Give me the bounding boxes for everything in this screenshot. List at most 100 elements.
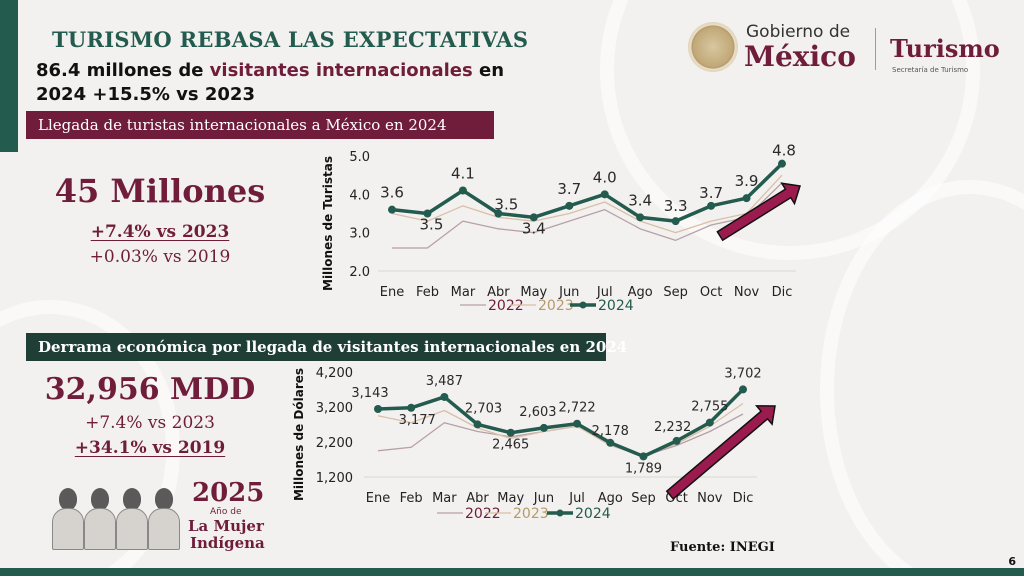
data-point-2024 bbox=[529, 213, 538, 222]
data-label: 2,703 bbox=[465, 401, 502, 416]
series-line-2024 bbox=[391, 162, 784, 223]
y-tick-label: 2.0 bbox=[349, 265, 370, 280]
logo-agency: Turismo bbox=[890, 34, 1000, 63]
x-tick-label: Feb bbox=[400, 491, 423, 506]
data-label: 3.6 bbox=[380, 184, 404, 202]
data-label: 3,702 bbox=[724, 366, 761, 381]
data-label: 3.9 bbox=[735, 172, 759, 190]
data-label: 3,177 bbox=[399, 413, 436, 428]
indigenous-women-illustration bbox=[52, 482, 184, 550]
y-tick-label: 3,200 bbox=[316, 401, 353, 416]
x-tick-label: Sep bbox=[663, 285, 688, 300]
y-tick-label: 1,200 bbox=[316, 471, 353, 486]
legend-label-2024: 2024 bbox=[575, 506, 611, 522]
subtitle-text-2: en 2024 +15.5% vs 2023 bbox=[36, 60, 505, 105]
series-line-2023 bbox=[391, 174, 783, 234]
tourists-line-chart: Millones de Turistas 2.0 3.0 4.0 5.0 Ene Feb Ma… bbox=[321, 142, 801, 314]
data-label: 3.7 bbox=[699, 184, 723, 202]
data-point-2024 bbox=[473, 420, 482, 429]
x-tick-label: May bbox=[520, 285, 547, 300]
data-point-2024 bbox=[672, 436, 681, 445]
year-of-indigenous-woman-badge: 2025 Año de La Mujer Indígena bbox=[52, 478, 272, 554]
legend-label-2023: 2023 bbox=[538, 298, 574, 314]
legend-marker bbox=[579, 301, 587, 309]
data-label: 2,603 bbox=[519, 405, 556, 420]
page-number: 6 bbox=[1008, 555, 1016, 568]
badge-year: 2025 bbox=[192, 478, 265, 508]
tourists-vs-2023: +7.4% vs 2023 bbox=[90, 222, 230, 242]
data-point-2024 bbox=[739, 385, 747, 394]
page-subtitle: 86.4 millones de visitantes internaciona… bbox=[36, 59, 556, 107]
data-label: 3.4 bbox=[628, 191, 652, 209]
person-figure bbox=[52, 488, 84, 550]
spending-line-chart: Millones de Dólares 1,200 2,200 3,200 4,200 E… bbox=[292, 366, 776, 522]
data-point-2024 bbox=[778, 159, 786, 168]
data-label: 3.5 bbox=[420, 216, 444, 234]
data-label: 3,487 bbox=[426, 374, 463, 389]
person-figure bbox=[84, 488, 116, 550]
data-label: 3.3 bbox=[664, 197, 688, 215]
bottom-accent-bar bbox=[0, 568, 1024, 576]
spending-total: 32,956 MDD bbox=[44, 372, 256, 407]
data-point-2024 bbox=[636, 213, 645, 222]
data-point-2024 bbox=[494, 209, 503, 218]
y-axis-label: Millones de Turistas bbox=[321, 156, 335, 291]
data-label: 2,465 bbox=[492, 438, 529, 453]
data-label: 4.1 bbox=[451, 165, 475, 183]
badge-line2: La Mujer bbox=[188, 517, 264, 535]
x-tick-label: Mar bbox=[451, 285, 476, 300]
logo-gov-line2: México bbox=[744, 40, 856, 73]
y-tick-label: 4.0 bbox=[349, 188, 370, 203]
x-tick-label: Jul bbox=[596, 285, 613, 300]
x-tick-label: Jun bbox=[533, 491, 554, 506]
trend-arrow-icon bbox=[665, 405, 776, 500]
series-line-2024 bbox=[377, 388, 745, 459]
person-figure bbox=[148, 488, 180, 550]
x-tick-label: Jun bbox=[558, 285, 579, 300]
legend-label-2023: 2023 bbox=[513, 506, 549, 522]
data-point-2024 bbox=[506, 428, 515, 437]
badge-line1: Año de bbox=[210, 507, 242, 517]
data-label: 3.5 bbox=[494, 196, 518, 214]
data-point-2024 bbox=[458, 186, 467, 195]
national-seal-icon bbox=[688, 22, 738, 72]
page-title: TURISMO REBASA LAS EXPECTATIVAS bbox=[52, 27, 529, 52]
data-point-2024 bbox=[565, 201, 574, 210]
x-tick-label: Feb bbox=[416, 285, 439, 300]
x-tick-label: Ene bbox=[366, 491, 390, 506]
x-tick-label: Ago bbox=[598, 491, 623, 506]
data-label: 1,789 bbox=[625, 461, 662, 476]
arrow-shape bbox=[665, 405, 776, 500]
series-line-2022 bbox=[392, 182, 783, 249]
trend-arrow-icon bbox=[716, 182, 801, 242]
legend-label-2024: 2024 bbox=[598, 298, 634, 314]
logo-divider bbox=[875, 28, 876, 70]
data-point-2024 bbox=[423, 209, 432, 218]
tourists-total: 45 Millones bbox=[54, 172, 266, 210]
y-tick-label: 2,200 bbox=[316, 436, 353, 451]
spending-vs-2023: +7.4% vs 2023 bbox=[85, 413, 215, 433]
subtitle-text-1: 86.4 millones de bbox=[36, 60, 210, 81]
legend-label-2022: 2022 bbox=[465, 506, 501, 522]
data-label: 2,755 bbox=[691, 400, 728, 415]
data-point-2024 bbox=[705, 418, 714, 427]
data-point-2024 bbox=[374, 404, 382, 413]
arrow-shape bbox=[716, 182, 801, 242]
data-point-2024 bbox=[407, 403, 416, 412]
x-tick-label: Mar bbox=[432, 491, 457, 506]
legend-label-2022: 2022 bbox=[488, 298, 524, 314]
legend-marker bbox=[556, 509, 564, 517]
data-point-2024 bbox=[707, 201, 716, 210]
data-label: 3.7 bbox=[557, 180, 581, 198]
y-tick-label: 4,200 bbox=[316, 366, 353, 381]
x-tick-label: Sep bbox=[631, 491, 656, 506]
tourists-section-banner: Llegada de turistas internacionales a Mé… bbox=[26, 111, 494, 139]
badge-line3: Indígena bbox=[190, 534, 265, 552]
y-tick-label: 5.0 bbox=[349, 150, 370, 165]
data-point-2024 bbox=[388, 205, 396, 214]
x-tick-label: May bbox=[497, 491, 524, 506]
data-label: 4.0 bbox=[593, 168, 617, 186]
spending-section-banner: Derrama económica por llegada de visitan… bbox=[26, 333, 627, 361]
spending-vs-2019: +34.1% vs 2019 bbox=[74, 438, 226, 458]
data-label: 3.4 bbox=[522, 219, 546, 237]
